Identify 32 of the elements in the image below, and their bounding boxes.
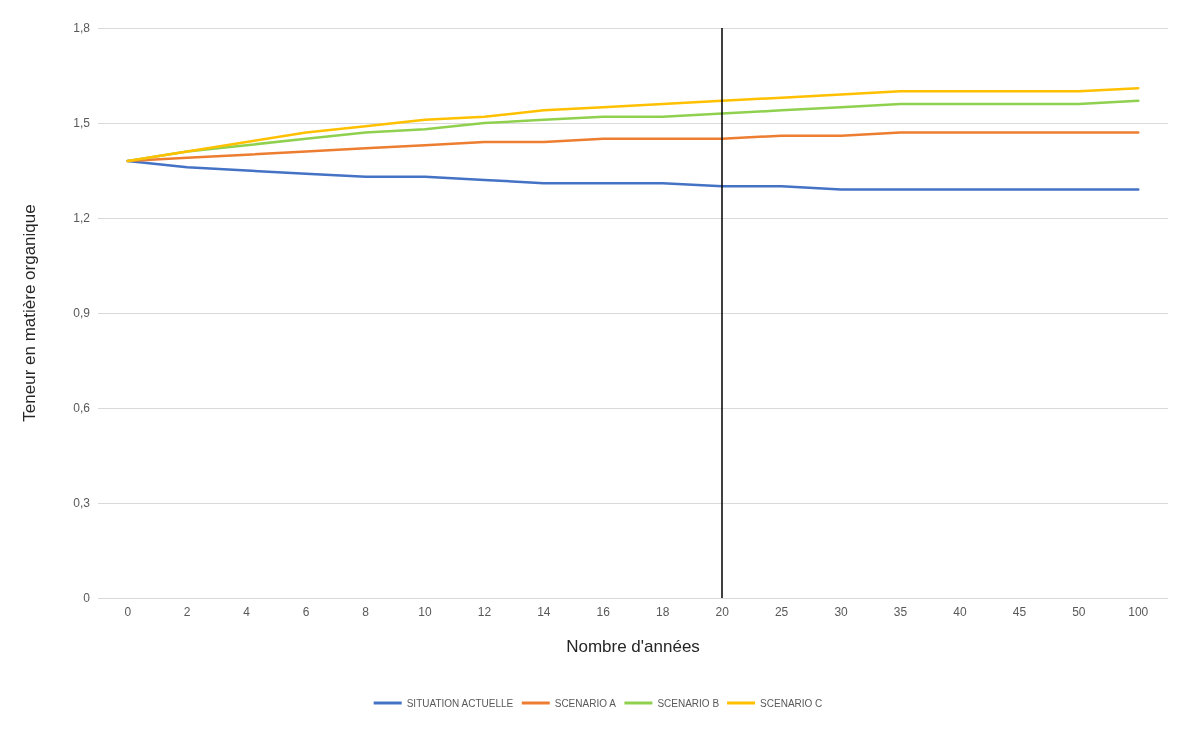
x-tick-label: 20 bbox=[715, 605, 730, 619]
x-tick-label: 14 bbox=[537, 605, 551, 619]
x-tick-label: 16 bbox=[596, 605, 611, 619]
legend-label: SCENARIO A bbox=[554, 697, 617, 709]
x-tick-label: 0 bbox=[124, 605, 132, 619]
legend-label: SCENARIO B bbox=[657, 697, 720, 709]
x-tick-label: 40 bbox=[953, 605, 967, 619]
x-tick-label: 12 bbox=[477, 605, 492, 619]
y-tick-label: 0,3 bbox=[73, 496, 91, 510]
y-axis-title: Teneur en matière organique bbox=[20, 204, 39, 422]
y-tick-label: 1,8 bbox=[73, 21, 91, 35]
x-tick-label: 35 bbox=[893, 605, 908, 619]
y-tick-label: 1,2 bbox=[73, 211, 91, 225]
x-tick-label: 2 bbox=[183, 605, 191, 619]
x-tick-label: 100 bbox=[1128, 605, 1149, 619]
x-tick-label: 18 bbox=[656, 605, 670, 619]
legend-label: SITUATION ACTUELLE bbox=[406, 697, 514, 709]
legend-label: SCENARIO C bbox=[760, 697, 823, 709]
x-tick-label: 25 bbox=[774, 605, 789, 619]
x-axis-title: Nombre d'années bbox=[566, 637, 700, 656]
y-tick-label: 1,5 bbox=[73, 116, 91, 130]
x-tick-label: 50 bbox=[1072, 605, 1086, 619]
y-tick-label: 0,6 bbox=[73, 401, 91, 415]
x-tick-label: 6 bbox=[302, 605, 310, 619]
x-tick-label: 45 bbox=[1012, 605, 1027, 619]
y-tick-label: 0 bbox=[83, 591, 91, 605]
x-tick-label: 10 bbox=[418, 605, 432, 619]
x-tick-label: 4 bbox=[243, 605, 251, 619]
x-tick-label: 30 bbox=[834, 605, 849, 619]
line-series bbox=[126, 86, 1140, 163]
x-tick-label: 8 bbox=[362, 605, 370, 619]
y-tick-label: 0,9 bbox=[73, 306, 91, 320]
